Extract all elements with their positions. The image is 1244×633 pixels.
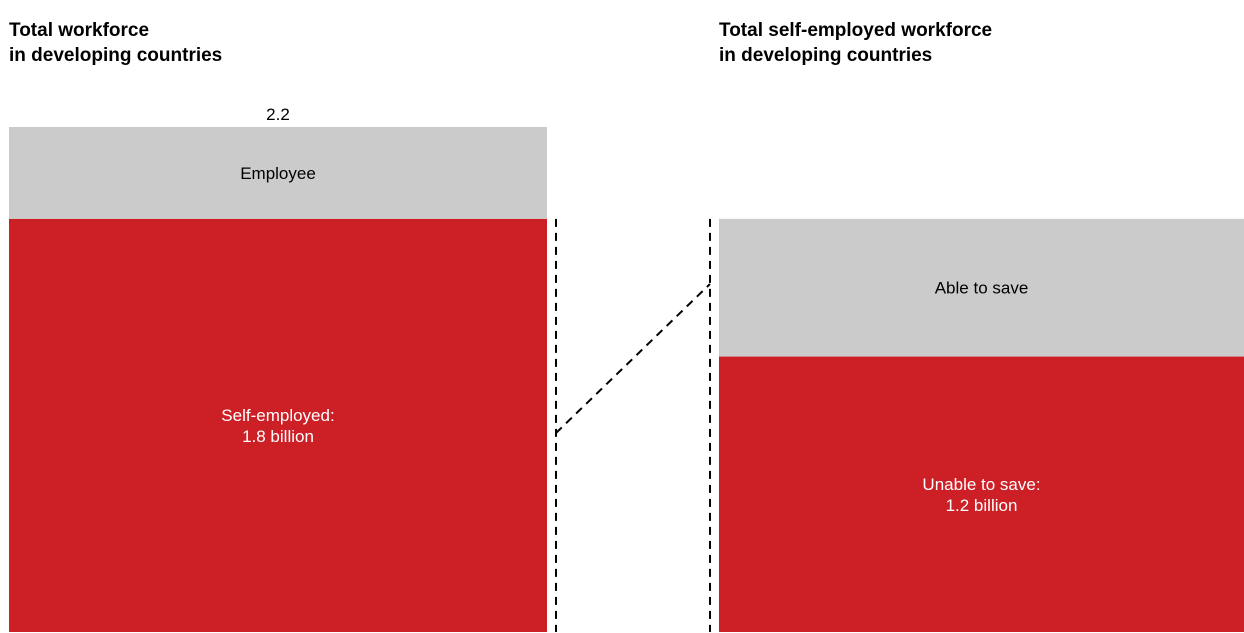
bar-1-segment-0-label: Unable to save: 1.2 billion <box>922 475 1040 515</box>
bar-0-segment-0-label: Self-employed: 1.8 billion <box>221 406 334 446</box>
connector-lines <box>555 218 711 632</box>
left-chart-title: Total workforce in developing countries <box>9 20 223 66</box>
bar-0-segment-0 <box>9 218 547 632</box>
bar-1-segment-0 <box>719 356 1244 632</box>
bar-1-segment-1 <box>719 218 1244 357</box>
bars-layer: Self-employed: 1.8 billion Employee 2.2 Unab… <box>9 105 1244 632</box>
bar-0-segment-1 <box>9 127 547 219</box>
bar-0-total-label: 2.2 <box>266 105 290 124</box>
bar-0-segment-1-label: Employee <box>240 164 316 183</box>
bar-1-segment-1-label: Able to save <box>935 279 1029 298</box>
connector-diagonal <box>555 283 711 434</box>
right-chart-title: Total self-employed workforce in develop… <box>719 20 993 66</box>
